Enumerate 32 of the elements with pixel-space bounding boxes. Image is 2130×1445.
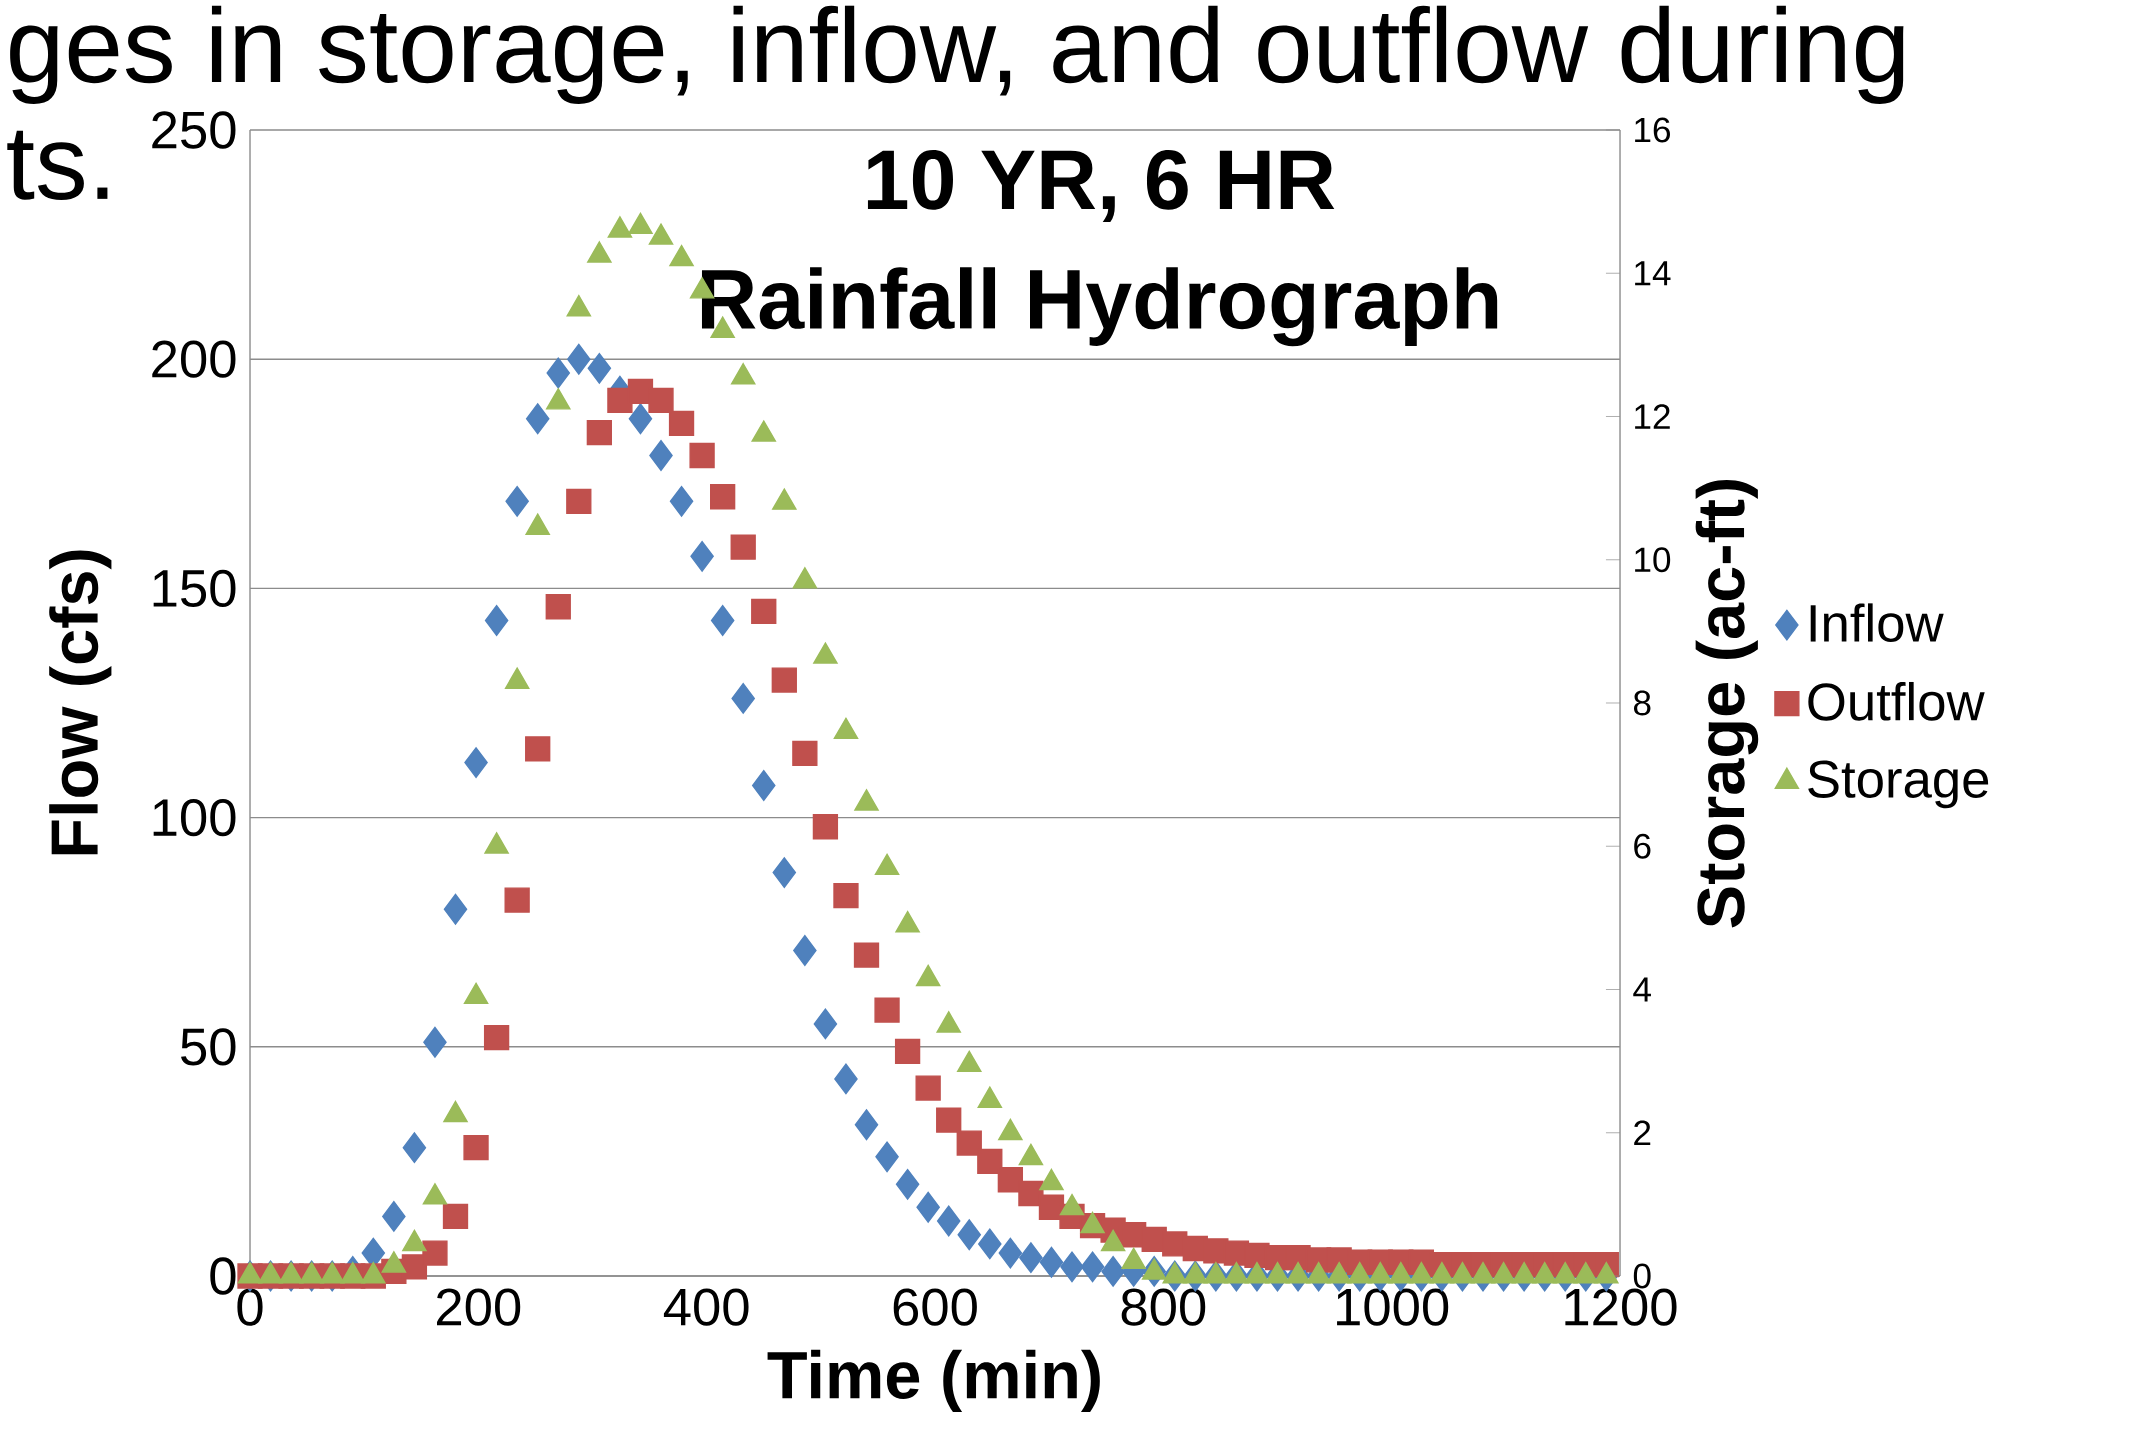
x-tick-label: 400 (663, 1288, 749, 1326)
y2-tick-label: 10 (1635, 547, 1671, 573)
y2-tick-label: 12 (1635, 404, 1670, 429)
y-tick-label: 0 (210, 1257, 236, 1295)
text: ts. (7, 130, 108, 200)
text: ges in storage, inflow, and outflow during (10, 5, 1904, 104)
x-tick-label: 200 (437, 1288, 521, 1326)
x-tick-label: 800 (1121, 1288, 1206, 1326)
y2-tick-label: 6 (1634, 833, 1651, 859)
y-tick-label: 50 (181, 1028, 236, 1066)
chart-title: 10 YR, 6 HR (867, 150, 1335, 222)
y2-tick-label: 2 (1634, 1120, 1651, 1146)
legend-label: Storage (1808, 760, 1989, 809)
y2-tick-label: 0 (1633, 1263, 1651, 1289)
y-tick-label: 200 (152, 340, 236, 378)
x-tick-label: 0 (237, 1288, 263, 1326)
y-tick-label: 100 (153, 798, 236, 837)
x-tick-label: 1000 (1337, 1288, 1449, 1326)
x-tick-label: 600 (893, 1288, 977, 1326)
x-axis-title: Time (min) (767, 1349, 1100, 1413)
legend-label: Inflow (1810, 603, 1944, 643)
y-tick-label: 250 (152, 111, 236, 149)
y2-tick-label: 4 (1633, 977, 1651, 1002)
y-axis-title: Flow (cfs) (49, 550, 112, 855)
legend-label: Outflow (1808, 681, 1985, 721)
x-tick-label: 1200 (1565, 1288, 1677, 1326)
y-tick-label: 150 (153, 569, 236, 608)
y2-tick-label: 16 (1635, 117, 1670, 143)
text: Rainfall Hydrograph (701, 267, 1498, 347)
y2-axis-title: Storage (ac-ft) (1695, 480, 1759, 928)
y2-tick-label: 8 (1633, 690, 1651, 716)
y2-tick-label: 14 (1635, 261, 1671, 286)
